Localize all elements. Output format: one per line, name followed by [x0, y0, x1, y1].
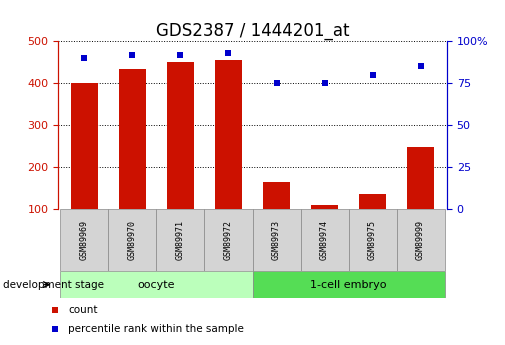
- Text: development stage: development stage: [3, 280, 104, 289]
- Bar: [408, 147, 434, 209]
- Text: GSM89973: GSM89973: [272, 220, 281, 260]
- Bar: [252, 209, 300, 271]
- Bar: [71, 83, 97, 209]
- Point: [417, 64, 425, 69]
- Text: GSM89970: GSM89970: [128, 220, 137, 260]
- Point: [128, 52, 136, 58]
- Text: GSM89971: GSM89971: [176, 220, 185, 260]
- Bar: [396, 209, 444, 271]
- Bar: [252, 271, 444, 298]
- Bar: [360, 194, 386, 209]
- Point: [224, 50, 232, 56]
- Text: GSM89974: GSM89974: [320, 220, 329, 260]
- Bar: [205, 209, 252, 271]
- Point: [273, 80, 281, 86]
- Text: oocyte: oocyte: [138, 280, 175, 289]
- Point: [176, 52, 184, 58]
- Text: count: count: [68, 305, 97, 315]
- Point: [369, 72, 377, 78]
- Bar: [348, 209, 396, 271]
- Text: percentile rank within the sample: percentile rank within the sample: [68, 324, 244, 334]
- Bar: [215, 60, 242, 209]
- Text: GSM89969: GSM89969: [80, 220, 89, 260]
- Bar: [263, 183, 290, 209]
- Text: GSM89999: GSM89999: [416, 220, 425, 260]
- Bar: [119, 69, 145, 209]
- Bar: [109, 209, 157, 271]
- Text: GSM89972: GSM89972: [224, 220, 233, 260]
- Bar: [61, 209, 109, 271]
- Bar: [61, 271, 252, 298]
- Point: [321, 80, 329, 86]
- Title: GDS2387 / 1444201_at: GDS2387 / 1444201_at: [156, 22, 349, 40]
- Point: [51, 308, 59, 313]
- Text: 1-cell embryo: 1-cell embryo: [310, 280, 387, 289]
- Point: [51, 326, 59, 332]
- Point: [80, 55, 88, 61]
- Bar: [311, 205, 338, 209]
- Bar: [167, 62, 194, 209]
- Bar: [300, 209, 348, 271]
- Bar: [157, 209, 205, 271]
- Text: GSM89975: GSM89975: [368, 220, 377, 260]
